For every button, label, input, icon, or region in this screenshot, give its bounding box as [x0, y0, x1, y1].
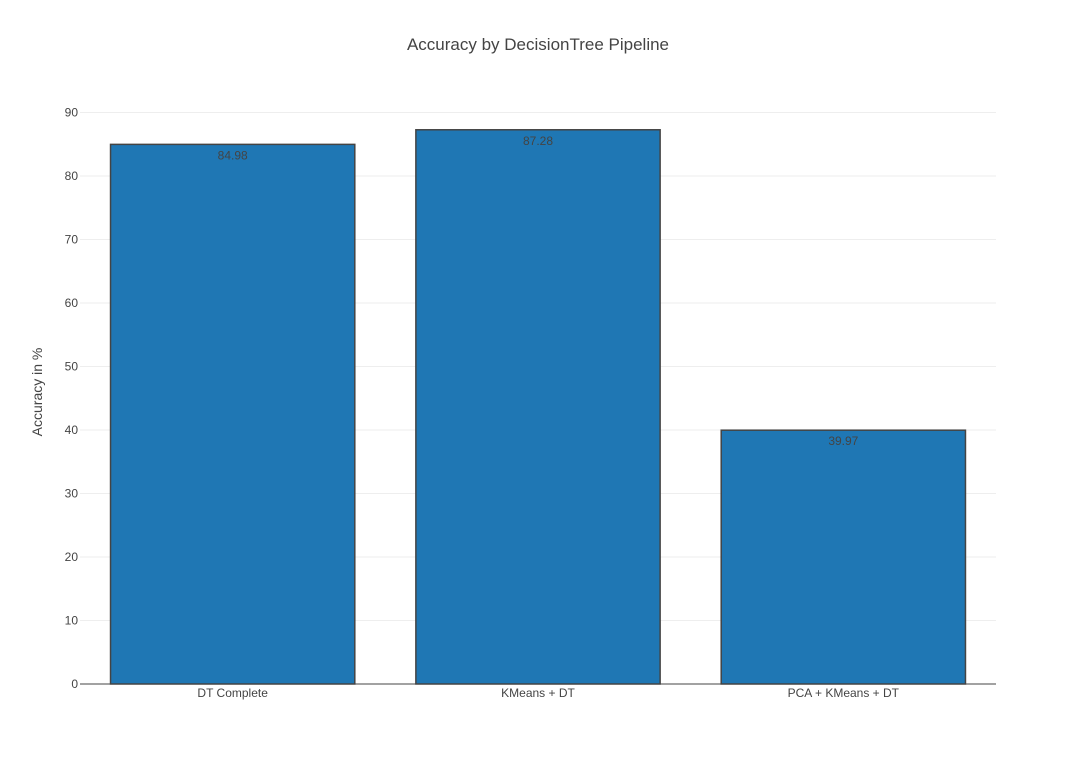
y-tick-label: 20	[65, 550, 79, 564]
y-axis-ticks: 0 10 20 30 40 50 60 70 80 90	[65, 106, 79, 692]
bar-value-label: 84.98	[218, 148, 248, 162]
bar	[720, 429, 967, 685]
y-tick-label: 90	[65, 106, 79, 120]
bar	[109, 143, 356, 685]
y-tick-label: 70	[65, 233, 79, 247]
y-tick-label: 0	[71, 677, 78, 691]
x-axis-ticks: DT Complete KMeans + DT PCA + KMeans + DT	[197, 686, 899, 700]
bar	[415, 129, 661, 685]
bar-value-label: 87.28	[523, 134, 553, 148]
y-tick-label: 50	[65, 360, 79, 374]
chart-title: Accuracy by DecisionTree Pipeline	[407, 35, 669, 54]
y-tick-label: 30	[65, 487, 79, 501]
data-labels: 84.98 87.28 39.97	[218, 134, 859, 448]
y-tick-label: 40	[65, 423, 79, 437]
x-tick-label: PCA + KMeans + DT	[788, 686, 900, 700]
y-tick-label: 60	[65, 296, 79, 310]
y-axis-title: Accuracy in %	[29, 348, 45, 437]
bars	[109, 129, 967, 685]
x-tick-label: DT Complete	[197, 686, 268, 700]
y-tick-label: 10	[65, 614, 79, 628]
bar-value-label: 39.97	[828, 434, 858, 448]
y-tick-label: 80	[65, 169, 79, 183]
x-tick-label: KMeans + DT	[501, 686, 575, 700]
